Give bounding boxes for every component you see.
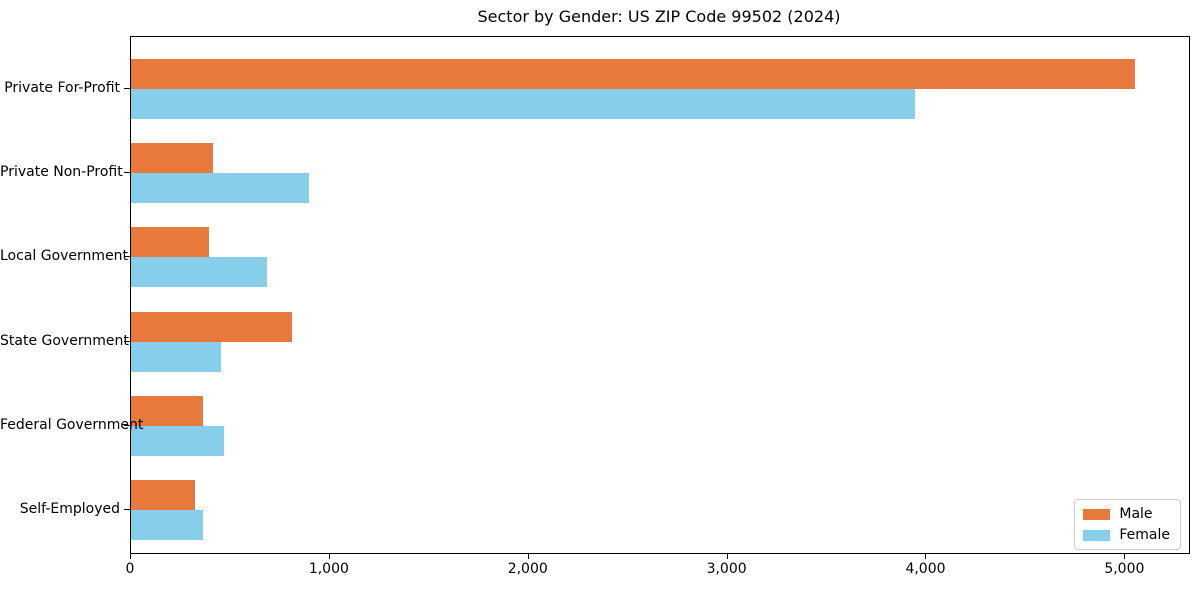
x-tick-label-4: 4,000 bbox=[905, 561, 946, 577]
legend-label-male: Male bbox=[1119, 506, 1153, 522]
y-tick-label-3: State Government bbox=[0, 332, 129, 349]
x-tick-label-3: 3,000 bbox=[706, 561, 747, 577]
bar-female-1 bbox=[131, 173, 309, 204]
plot-area bbox=[130, 36, 1190, 554]
bar-female-0 bbox=[131, 89, 915, 119]
y-tick-mark-0 bbox=[124, 88, 130, 89]
x-tick-mark-1 bbox=[328, 553, 330, 559]
bar-male-3 bbox=[131, 311, 293, 342]
x-tick-label-1: 1,000 bbox=[308, 561, 349, 577]
bar-male-2 bbox=[131, 227, 209, 258]
x-tick-label-0: 0 bbox=[125, 561, 135, 577]
chart-title: Sector by Gender: US ZIP Code 99502 (202… bbox=[477, 7, 841, 26]
x-tick-mark-3 bbox=[726, 553, 728, 559]
x-tick-mark-5 bbox=[1124, 553, 1126, 559]
legend-item-male: Male bbox=[1083, 506, 1170, 522]
y-tick-label-2: Local Government bbox=[0, 248, 129, 265]
legend-label-female: Female bbox=[1119, 527, 1170, 543]
bar-male-0 bbox=[131, 59, 1136, 89]
bar-female-4 bbox=[131, 425, 225, 456]
y-tick-mark-5 bbox=[124, 509, 130, 510]
y-tick-label-1: Private Non-Profit bbox=[0, 164, 123, 181]
bar-male-5 bbox=[131, 480, 195, 510]
bar-female-3 bbox=[131, 341, 222, 372]
x-tick-mark-2 bbox=[527, 553, 529, 559]
x-tick-mark-4 bbox=[925, 553, 927, 559]
legend: Male Female bbox=[1074, 499, 1181, 550]
y-tick-mark-2 bbox=[124, 256, 130, 258]
bar-male-1 bbox=[131, 143, 213, 174]
y-tick-label-0: Private For-Profit bbox=[4, 80, 120, 96]
legend-swatch-male-icon bbox=[1083, 508, 1111, 520]
x-tick-label-2: 2,000 bbox=[507, 561, 548, 577]
y-tick-mark-4 bbox=[124, 424, 130, 426]
y-tick-label-5: Self-Employed bbox=[19, 501, 120, 517]
legend-item-female: Female bbox=[1083, 527, 1170, 543]
y-tick-label-4: Federal Government bbox=[0, 416, 144, 433]
bar-male-4 bbox=[131, 395, 203, 426]
y-tick-mark-3 bbox=[124, 340, 130, 342]
y-tick-mark-1 bbox=[124, 172, 130, 174]
x-tick-label-5: 5,000 bbox=[1104, 561, 1145, 577]
legend-swatch-female-icon bbox=[1083, 529, 1111, 541]
bar-female-5 bbox=[131, 510, 203, 540]
bar-female-2 bbox=[131, 257, 268, 288]
x-tick-mark-0 bbox=[130, 553, 131, 559]
